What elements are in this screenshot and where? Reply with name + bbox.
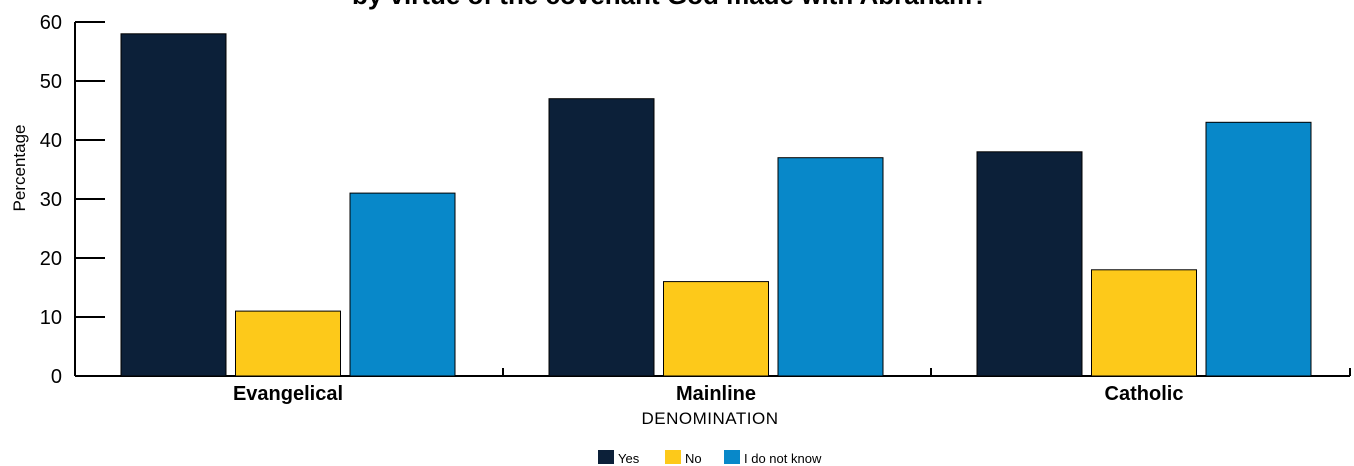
y-tick-label: 30: [40, 189, 62, 211]
bar-yes-mainline: [548, 98, 655, 377]
bar-i-do-not-know-mainline: [777, 157, 884, 377]
bar-yes-catholic: [976, 151, 1083, 377]
bar-no-catholic: [1091, 269, 1197, 377]
x-category-label: Catholic: [1105, 383, 1184, 405]
bars: [120, 33, 1312, 377]
y-tick-label: 20: [40, 248, 62, 270]
y-axis: 0 10 20 30 40 50 60: [40, 12, 105, 388]
bar-i-do-not-know-evangelical: [349, 192, 456, 377]
x-category-label: Evangelical: [233, 383, 343, 405]
legend-label: Yes: [618, 451, 640, 466]
legend-swatch: [724, 450, 740, 464]
x-axis-title: DENOMINATION: [642, 409, 779, 428]
y-tick-label: 40: [40, 130, 62, 152]
y-tick-label: 60: [40, 12, 62, 34]
legend-label: No: [685, 451, 702, 466]
chart-title: by virtue of the covenant God made with …: [352, 0, 988, 10]
legend: Yes No I do not know: [598, 450, 822, 466]
legend-swatch: [665, 450, 681, 464]
y-axis-title: Percentage: [10, 125, 29, 212]
y-tick-label: 0: [51, 366, 62, 388]
bar-yes-evangelical: [120, 33, 227, 377]
bar-no-evangelical: [235, 310, 341, 377]
y-tick-label: 50: [40, 71, 62, 93]
x-category-label: Mainline: [676, 383, 756, 405]
legend-label: I do not know: [744, 451, 822, 466]
legend-swatch: [598, 450, 614, 464]
y-tick-label: 10: [40, 307, 62, 329]
bar-no-mainline: [663, 281, 769, 377]
bar-i-do-not-know-catholic: [1205, 121, 1312, 377]
